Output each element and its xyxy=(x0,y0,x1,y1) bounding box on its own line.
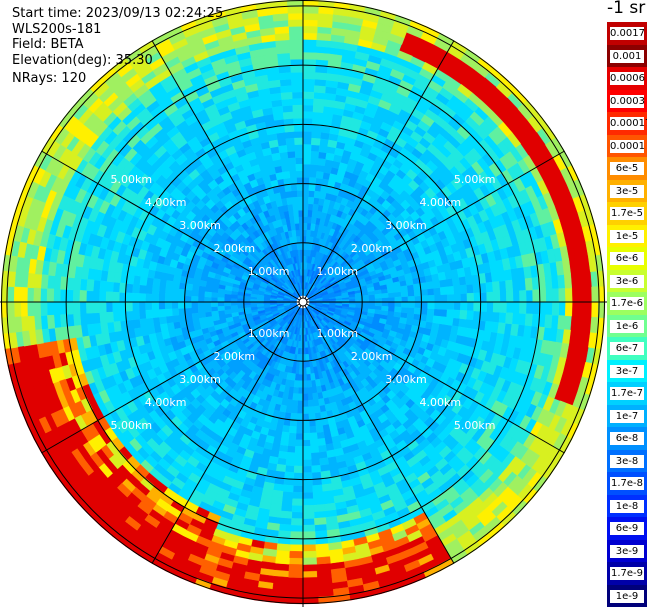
colorbar-tick-label: 1e-9 xyxy=(610,589,644,603)
colorbar-cell: 1.7e-5 xyxy=(607,202,647,225)
radial-line xyxy=(151,301,304,564)
range-ring-label: 5.00km xyxy=(454,419,496,432)
range-ring-label: 4.00km xyxy=(420,396,462,409)
colorbar-tick-label: 3e-6 xyxy=(610,274,644,288)
colorbar-tick-label: 1.7e-9 xyxy=(610,567,644,580)
range-ring-label: 2.00km xyxy=(351,350,393,363)
radial-line xyxy=(41,301,304,454)
range-ring-label: 3.00km xyxy=(385,373,427,386)
range-ring-label: 1.00km xyxy=(248,327,290,340)
colorbar-cell: 0.00017 xyxy=(607,112,647,135)
range-ring-label: 2.00km xyxy=(214,350,256,363)
range-ring-label: 5.00km xyxy=(454,173,496,186)
colorbar-tick-label: 6e-8 xyxy=(610,432,644,445)
range-ring-label: 1.00km xyxy=(317,265,359,278)
colorbar-cell: 6e-6 xyxy=(607,247,647,270)
colorbar-cell: 0.0003 xyxy=(607,89,647,112)
instrument-name: WLS200s-181 xyxy=(12,22,102,37)
colorbar-tick-label: 0.001 xyxy=(610,49,644,63)
colorbar-cell: 0.001 xyxy=(607,44,647,67)
colorbar-tick-label: 1e-6 xyxy=(610,319,644,333)
colorbar-cell: 0.0001 xyxy=(607,134,647,157)
colorbar-cell: 0.0017 xyxy=(607,22,647,45)
colorbar-cell: 1e-5 xyxy=(607,224,647,247)
radial-line xyxy=(302,150,565,303)
range-ring-label: 2.00km xyxy=(351,242,393,255)
range-ring-labels: 1.00km 1.00km 1.00km 1.00km 2.00km 2.00km 2.00… xyxy=(111,173,496,432)
range-ring-label: 3.00km xyxy=(179,373,221,386)
colorbar-cell: 3e-7 xyxy=(607,359,647,382)
range-ring-label: 2.00km xyxy=(214,242,256,255)
range-ring-label: 4.00km xyxy=(145,396,187,409)
colorbar-cell: 6e-8 xyxy=(607,427,647,450)
colorbar-tick-label: 0.00017 xyxy=(610,117,647,130)
colorbar-cell: 3e-5 xyxy=(607,179,647,202)
colorbar-units: -1 sr xyxy=(607,0,646,18)
range-ring-label: 5.00km xyxy=(111,173,153,186)
colorbar-tick-label: 6e-6 xyxy=(610,252,644,265)
colorbar-tick-label: 1.7e-5 xyxy=(610,207,644,220)
colorbar-tick-label: 6e-5 xyxy=(610,162,644,175)
ppi-plot: 1.00km 1.00km 1.00km 1.00km 2.00km 2.00km 2.00… xyxy=(0,0,607,607)
colorbar: 0.0017 0.001 0.0006 0.0003 0.00017 0.0001 6e-5… xyxy=(607,22,647,607)
range-ring-label: 5.00km xyxy=(111,419,153,432)
colorbar-cell: 6e-9 xyxy=(607,517,647,540)
colorbar-tick-label: 1e-5 xyxy=(610,229,644,243)
colorbar-tick-label: 0.0001 xyxy=(610,139,645,153)
colorbar-cell: 1e-6 xyxy=(607,314,647,337)
colorbar-tick-label: 0.0017 xyxy=(610,27,645,40)
colorbar-tick-label: 6e-9 xyxy=(610,522,644,535)
colorbar-cell: 3e-9 xyxy=(607,539,647,562)
colorbar-tick-label: 1.7e-7 xyxy=(610,387,644,400)
range-ring-label: 1.00km xyxy=(248,265,290,278)
range-ring-label: 4.00km xyxy=(145,196,187,209)
range-ring-label: 1.00km xyxy=(317,327,359,340)
colorbar-tick-label: 3e-8 xyxy=(610,454,644,468)
colorbar-cell: 1.7e-8 xyxy=(607,472,647,495)
range-ring-label: 4.00km xyxy=(420,196,462,209)
field-name: Field: BETA xyxy=(12,37,84,52)
colorbar-cell: 1.7e-9 xyxy=(607,562,647,585)
colorbar-tick-label: 0.0006 xyxy=(610,72,645,85)
start-time: Start time: 2023/09/13 02:24:25 xyxy=(12,6,224,21)
colorbar-tick-label: 1.7e-6 xyxy=(610,297,644,310)
range-ring-label: 3.00km xyxy=(179,219,221,232)
colorbar-tick-label: 1e-7 xyxy=(610,409,644,423)
colorbar-tick-label: 6e-7 xyxy=(610,342,644,355)
colorbar-cell: 1.7e-7 xyxy=(607,382,647,405)
colorbar-tick-label: 0.0003 xyxy=(610,94,645,108)
center-marker xyxy=(298,297,308,307)
elevation: Elevation(deg): 35.30 xyxy=(12,53,153,68)
colorbar-cell: 0.0006 xyxy=(607,67,647,90)
colorbar-cell: 1e-9 xyxy=(607,584,647,607)
radial-line xyxy=(41,150,304,303)
nrays: NRays: 120 xyxy=(12,71,87,86)
colorbar-tick-label: 3e-9 xyxy=(610,544,644,558)
radial-line xyxy=(302,301,565,454)
colorbar-cell: 6e-7 xyxy=(607,337,647,360)
colorbar-cell: 3e-6 xyxy=(607,269,647,292)
range-grid xyxy=(0,0,607,607)
colorbar-cell: 3e-8 xyxy=(607,449,647,472)
colorbar-tick-label: 1.7e-8 xyxy=(610,477,644,490)
backscatter-cells xyxy=(0,0,606,605)
colorbar-cell: 1e-7 xyxy=(607,404,647,427)
range-ring-label: 3.00km xyxy=(385,219,427,232)
colorbar-tick-label: 1e-8 xyxy=(610,499,644,513)
radial-line xyxy=(302,40,455,303)
colorbar-tick-label: 3e-5 xyxy=(610,184,644,198)
colorbar-cell: 6e-5 xyxy=(607,157,647,180)
colorbar-cell: 1.7e-6 xyxy=(607,292,647,315)
colorbar-tick-label: 3e-7 xyxy=(610,364,644,378)
colorbar-cell: 1e-8 xyxy=(607,494,647,517)
radial-line xyxy=(151,40,304,303)
radial-line xyxy=(302,301,455,564)
